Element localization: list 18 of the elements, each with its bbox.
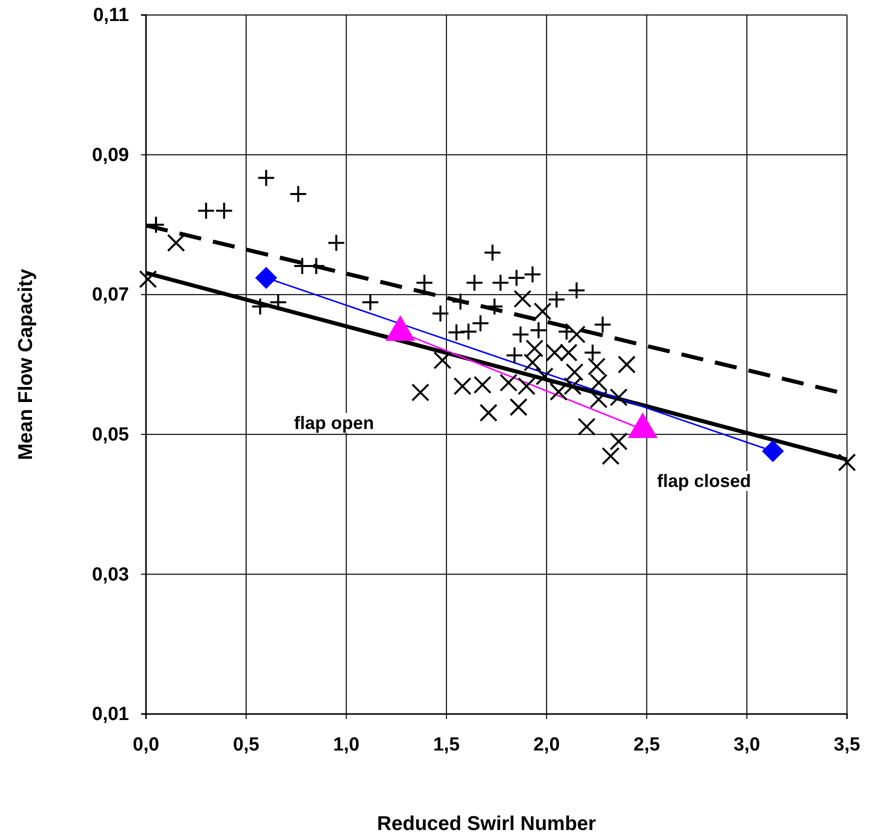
- y-tick-label: 0,11: [93, 5, 130, 26]
- x-tick-label: 0,0: [132, 734, 160, 756]
- y-tick-label: 0,03: [92, 564, 129, 586]
- x-tick-label: 1,5: [433, 734, 460, 756]
- y-tick-label: 0,05: [92, 424, 130, 446]
- x-axis-title: Reduced Swirl Number: [377, 813, 596, 835]
- annotation: flap open: [294, 413, 374, 433]
- x-tick-label: 1,0: [333, 734, 360, 756]
- y-tick-label: 0,07: [92, 284, 129, 306]
- x-tick-label: 3,5: [834, 734, 861, 756]
- x-tick-label: 3,0: [734, 734, 760, 756]
- y-axis-title: Mean Flow Capacity: [15, 268, 37, 460]
- x-tick-label: 2,5: [634, 734, 660, 756]
- y-tick-label: 0,09: [92, 144, 129, 166]
- x-tick-label: 2,0: [533, 734, 560, 756]
- annotation: flap closed: [656, 471, 752, 491]
- y-tick-label: 0,01: [92, 704, 130, 726]
- x-tick-label: 0,5: [232, 734, 260, 756]
